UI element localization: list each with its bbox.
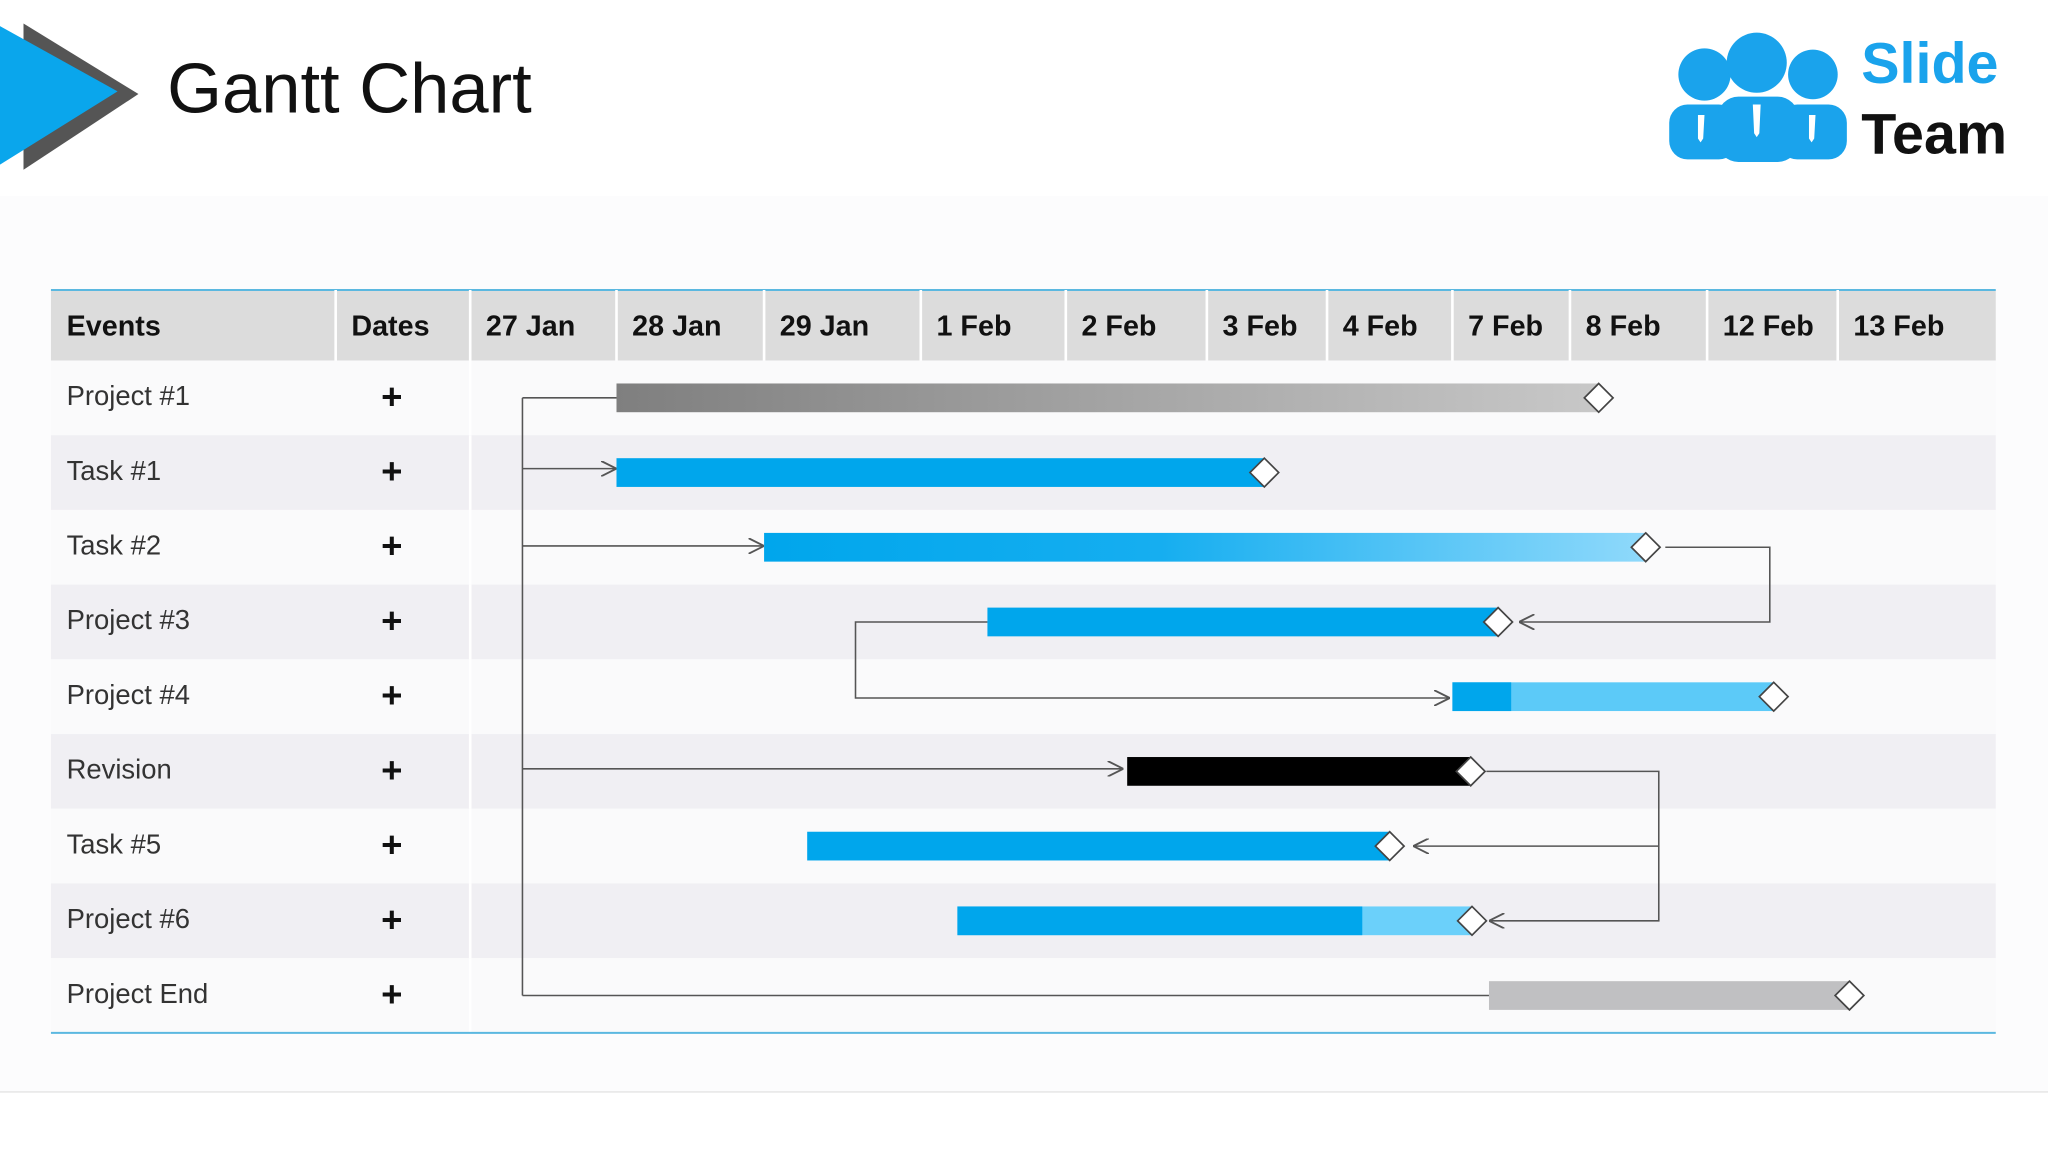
header-row: [50, 289, 1996, 361]
title-chevron: [0, 26, 118, 165]
date-toggle: +: [381, 451, 402, 492]
logo-line2: Team: [1861, 103, 2007, 167]
column-header: 2 Feb: [1081, 310, 1156, 342]
logo-icon: [1669, 32, 1847, 162]
event-label: Project #3: [67, 604, 190, 635]
date-toggle: +: [381, 899, 402, 940]
column-header: 7 Feb: [1468, 310, 1543, 342]
connector: [854, 621, 1450, 698]
gantt-bar: [1127, 757, 1471, 786]
logo-line1: Slide: [1861, 32, 1998, 96]
milestone-diamond: [1456, 905, 1488, 937]
column-header: 1 Feb: [936, 310, 1011, 342]
date-toggle: +: [381, 973, 402, 1014]
title: Gantt Chart: [167, 49, 532, 128]
milestone-diamond: [1833, 979, 1866, 1012]
milestone-diamond: [1455, 755, 1487, 787]
column-header: 8 Feb: [1586, 310, 1661, 342]
milestone-diamond: [1248, 456, 1280, 489]
column-header: 29 Jan: [780, 310, 869, 342]
date-toggle: +: [381, 675, 402, 716]
column-header: 28 Jan: [632, 310, 721, 342]
date-toggle: +: [381, 600, 402, 641]
event-label: Project #4: [67, 679, 190, 710]
column-header: 13 Feb: [1853, 310, 1944, 342]
column-header: 3 Feb: [1223, 310, 1298, 342]
date-toggle: +: [381, 824, 402, 865]
event-label: Task #1: [67, 455, 161, 486]
date-toggle: +: [381, 749, 402, 790]
gantt-bar-progress: [957, 906, 1363, 936]
gantt-bar: [616, 458, 1265, 487]
milestone-diamond: [1583, 382, 1615, 414]
column-header: Dates: [351, 310, 429, 342]
gantt-table: Events Dates 27 Jan 28 Jan 29 Jan 1 Feb 2 Feb 3…: [50, 288, 1996, 1034]
milestone-diamond: [1374, 830, 1406, 862]
column-header: 12 Feb: [1723, 310, 1814, 342]
connector: [1519, 546, 1771, 622]
gantt-bar: [987, 607, 1499, 637]
milestone-diamond: [1758, 681, 1790, 713]
event-label: Revision: [67, 754, 172, 785]
gantt-bar: [764, 532, 1646, 562]
milestone-diamond: [1482, 606, 1514, 638]
event-label: Task #2: [67, 530, 161, 561]
column-header: 27 Jan: [486, 310, 575, 342]
date-toggle: +: [381, 525, 402, 566]
date-toggle: +: [381, 376, 402, 417]
event-label: Project #1: [67, 380, 190, 411]
event-label: Project End: [67, 978, 209, 1009]
milestone-diamond: [1630, 531, 1662, 563]
table-row: [50, 734, 1996, 809]
gantt-bar: [1488, 981, 1850, 1010]
gantt-bar: [616, 383, 1599, 413]
gantt-bar: [807, 831, 1390, 861]
column-header: 4 Feb: [1343, 310, 1418, 342]
event-label: Project #6: [67, 903, 190, 934]
event-label: Task #5: [67, 828, 161, 859]
gantt-bar-progress: [1452, 682, 1512, 712]
column-header: Events: [67, 310, 161, 342]
